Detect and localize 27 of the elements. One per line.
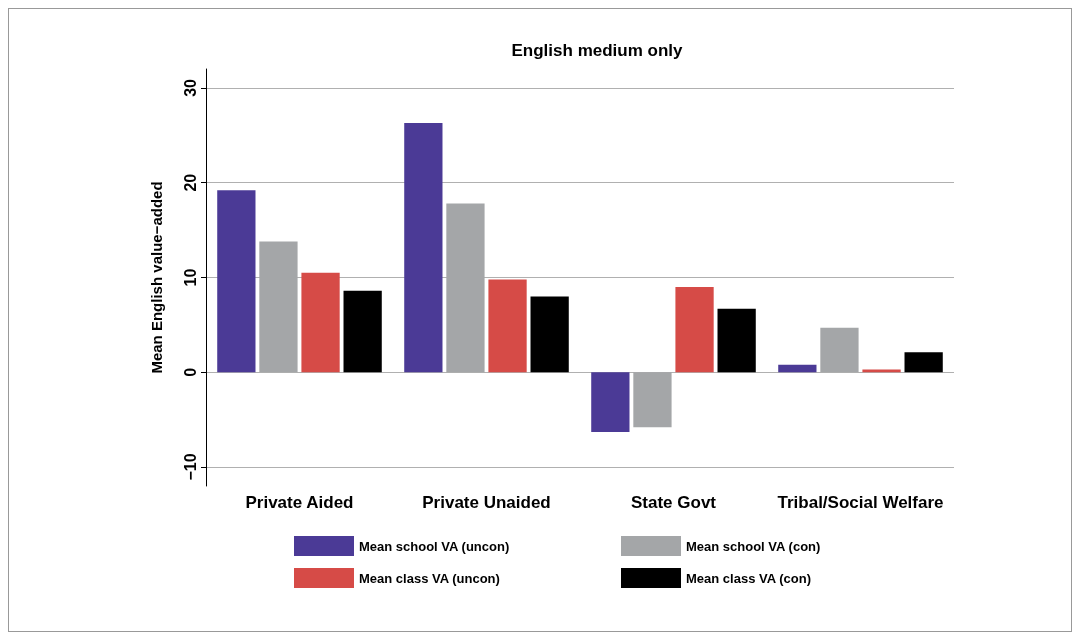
legend-label: Mean class VA (con) [686,570,811,586]
chart-title: English medium only [511,41,684,60]
bar [217,190,256,373]
bar [488,279,527,373]
bar [717,308,756,373]
y-tick-label: 30 [181,78,199,97]
legend-label: Mean school VA (uncon) [359,538,510,554]
bar [530,296,569,373]
bar [778,364,817,373]
x-tick-label: Private Aided [245,493,354,512]
legend-label: Mean school VA (con) [686,538,821,554]
bar [343,290,382,373]
x-tick-label: State Govt [630,493,717,512]
bar [404,123,443,373]
bar [904,352,943,373]
bar [591,372,630,432]
bar [862,369,901,373]
y-tick-label: −10 [181,453,199,481]
y-axis-title: Mean English value−added [148,181,165,374]
x-tick-label: Private Unaided [422,493,551,512]
bar [301,272,340,373]
legend-label: Mean class VA (uncon) [359,570,500,586]
x-tick-label: Tribal/Social Welfare [777,493,944,512]
y-tick-label: 20 [181,173,199,192]
y-tick-label: 0 [181,367,199,377]
y-tick-label: 10 [181,268,199,287]
bar [675,286,714,373]
